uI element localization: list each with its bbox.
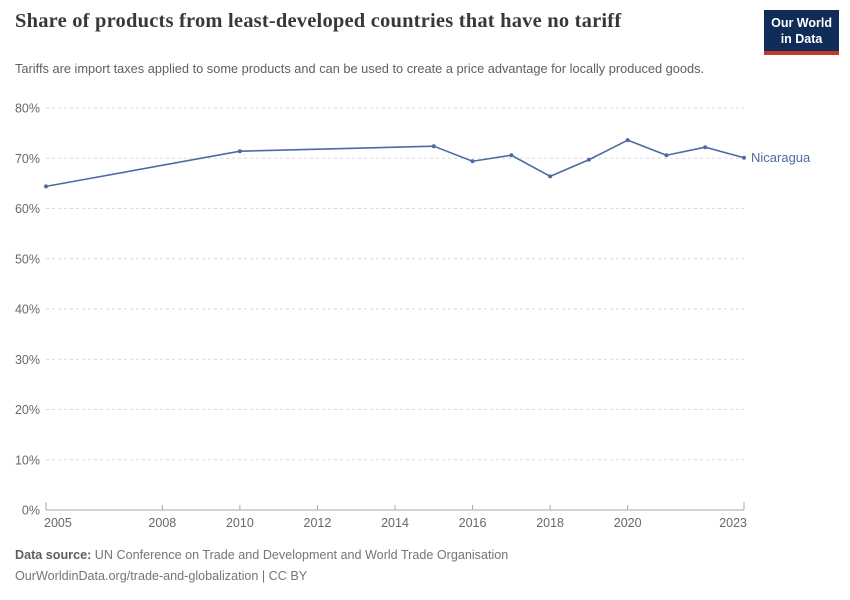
x-tick-label: 2020 [614,516,642,530]
chart-footer: Data source: UN Conference on Trade and … [15,545,508,587]
data-point [548,174,553,179]
y-tick-label: 0% [22,504,40,518]
data-point [237,149,242,154]
x-tick-label: 2016 [459,516,487,530]
data-point [44,184,48,189]
data-point [586,157,591,162]
x-tick-label: 2008 [148,516,176,530]
y-tick-label: 30% [15,353,40,367]
license-line: OurWorldinData.org/trade-and-globalizati… [15,568,308,583]
x-tick-label: 2005 [44,516,72,530]
y-tick-label: 80% [15,102,40,116]
data-point [625,138,630,143]
data-point [470,159,475,164]
y-tick-label: 20% [15,403,40,417]
y-tick-label: 50% [15,252,40,266]
data-point [664,153,669,158]
x-tick-label: 2012 [304,516,332,530]
data-source-label: Data source: [15,548,92,562]
y-tick-label: 10% [15,453,40,467]
data-point [431,144,436,149]
y-tick-label: 40% [15,303,40,317]
data-source-text: UN Conference on Trade and Development a… [94,548,509,562]
data-point [742,155,746,160]
x-tick-label: 2010 [226,516,254,530]
series-label: Nicaragua [751,150,811,165]
data-point [509,153,514,158]
series-line [45,139,745,188]
x-tick-label: 2023 [719,516,747,530]
data-source-line: Data source: UN Conference on Trade and … [15,545,508,566]
chart-subtitle: Tariffs are import taxes applied to some… [15,60,705,76]
x-tick-label: 2014 [381,516,409,530]
owid-logo: Our World in Data [764,10,839,55]
data-point [703,145,708,150]
y-tick-label: 70% [15,152,40,166]
page-title: Share of products from least-developed c… [15,10,622,32]
y-tick-label: 60% [15,202,40,216]
owid-logo-line1: Our World [771,16,832,30]
owid-logo-line2: in Data [780,32,823,47]
x-tick-label: 2018 [536,516,564,530]
line-chart: 0% 10% 20% 30% 40% 50% 60% 70% 80% 2005 2008 2010 20… [15,102,811,531]
